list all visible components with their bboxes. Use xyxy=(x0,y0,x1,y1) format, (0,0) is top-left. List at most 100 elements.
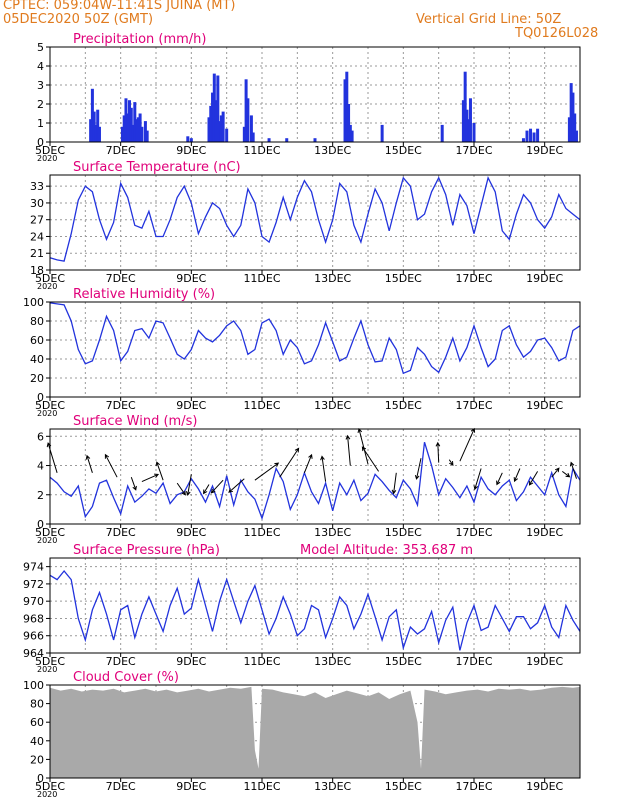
panel-4 xyxy=(46,557,581,657)
y-tick-label: 30 xyxy=(30,197,44,210)
header-date: 05DEC2020 50Z (GMT) xyxy=(3,12,154,27)
precip-bar xyxy=(472,123,476,142)
y-tick-label: 24 xyxy=(30,230,44,243)
wind-arrow xyxy=(203,484,210,495)
wind-arrow xyxy=(46,442,58,473)
series-line xyxy=(49,569,581,651)
wind-arrow xyxy=(361,446,380,472)
x-year-label: 2020 xyxy=(37,154,57,163)
wind-arrow xyxy=(155,461,164,481)
precip-bar xyxy=(313,138,317,142)
wind-arrow xyxy=(414,458,422,480)
wind-arrow xyxy=(448,459,454,466)
x-tick-label: 15DEC xyxy=(385,655,422,668)
x-year-label: 2020 xyxy=(37,665,57,674)
panel-5 xyxy=(46,684,581,782)
x-tick-label: 15DEC xyxy=(385,272,422,285)
precip-bar xyxy=(345,71,349,142)
x-tick-label: 15DEC xyxy=(385,780,422,793)
wind-arrow xyxy=(528,471,539,486)
precip-bar xyxy=(285,138,289,142)
x-tick-label: 19DEC xyxy=(526,144,563,157)
precip-bar xyxy=(225,128,229,142)
precip-bar xyxy=(251,132,255,142)
y-tick-label: 968 xyxy=(23,612,44,625)
x-tick-label: 9DEC xyxy=(176,144,206,157)
precip-bar xyxy=(128,100,131,142)
x-tick-label: 17DEC xyxy=(455,272,492,285)
x-tick-label: 7DEC xyxy=(106,780,136,793)
header-location: CPTEC: 059:04W-11:41S JUINA (MT) xyxy=(3,0,236,13)
x-tick-label: 11DEC xyxy=(243,526,280,539)
y-tick-label: 970 xyxy=(23,595,44,608)
x-tick-label: 7DEC xyxy=(106,144,136,157)
wind-arrow xyxy=(569,461,577,479)
x-tick-label: 13DEC xyxy=(314,399,351,412)
wind-arrow xyxy=(228,478,245,493)
wind-arrow xyxy=(320,455,327,482)
y-tick-label: 100 xyxy=(23,296,44,309)
x-tick-label: 17DEC xyxy=(455,144,492,157)
precip-bar xyxy=(347,104,351,142)
precip-bar xyxy=(96,109,100,142)
series-line xyxy=(49,442,581,521)
precip-bar xyxy=(120,126,124,142)
y-tick-label: 33 xyxy=(30,180,44,193)
wind-arrow xyxy=(513,468,521,483)
x-tick-label: 7DEC xyxy=(106,399,136,412)
precip-bar xyxy=(348,124,352,142)
panel-frame xyxy=(49,46,581,143)
wind-arrow xyxy=(391,472,397,495)
x-year-label: 2020 xyxy=(37,282,57,291)
y-tick-label: 21 xyxy=(30,247,44,260)
y-tick-label: 6 xyxy=(37,430,44,443)
wind-arrow xyxy=(141,473,160,483)
y-tick-label: 27 xyxy=(30,214,44,227)
precip-bar xyxy=(135,119,139,142)
y-tick-label: 80 xyxy=(30,315,44,328)
header-grid-note: Vertical Grid Line: 50Z xyxy=(416,12,562,27)
precip-bar xyxy=(218,121,222,142)
y-tick-label: 0 xyxy=(37,136,44,149)
wind-arrow xyxy=(496,472,503,486)
x-tick-label: 19DEC xyxy=(526,272,563,285)
x-tick-label: 15DEC xyxy=(385,144,422,157)
x-tick-label: 13DEC xyxy=(314,272,351,285)
wind-arrow xyxy=(357,427,369,465)
y-tick-label: 974 xyxy=(23,561,44,574)
x-tick-label: 17DEC xyxy=(455,399,492,412)
y-tick-label: 0 xyxy=(37,518,44,531)
x-tick-label: 17DEC xyxy=(455,526,492,539)
precip-bar xyxy=(140,126,144,142)
precip-bar xyxy=(521,138,525,142)
wind-arrow xyxy=(551,467,560,478)
precip-bar xyxy=(131,124,135,142)
precip-bar xyxy=(465,109,469,142)
x-tick-label: 5DEC xyxy=(35,272,65,285)
panel-2 xyxy=(46,301,581,401)
y-tick-label: 1 xyxy=(37,117,44,130)
x-year-label: 2020 xyxy=(37,409,57,418)
x-tick-label: 5DEC xyxy=(35,526,65,539)
wind-arrow xyxy=(435,441,441,463)
precip-bar xyxy=(244,79,248,142)
panel-0 xyxy=(46,46,581,146)
precip-bar xyxy=(574,130,578,142)
x-tick-label: 5DEC xyxy=(35,144,65,157)
x-tick-label: 7DEC xyxy=(106,655,136,668)
precip-bar xyxy=(468,98,472,142)
y-tick-label: 20 xyxy=(30,753,44,766)
panel-1 xyxy=(46,174,581,274)
y-tick-label: 60 xyxy=(30,334,44,347)
y-tick-label: 20 xyxy=(30,372,44,385)
wind-arrow xyxy=(562,471,571,478)
wind-arrow xyxy=(254,462,280,481)
panel-title: Precipitation (mm/h) xyxy=(73,32,206,47)
precip-bar xyxy=(267,138,271,142)
x-tick-label: 19DEC xyxy=(526,655,563,668)
panel-frame xyxy=(49,684,581,779)
precip-bar xyxy=(122,115,126,142)
y-tick-label: 40 xyxy=(30,353,44,366)
precip-bar xyxy=(571,92,575,142)
x-tick-label: 15DEC xyxy=(385,526,422,539)
